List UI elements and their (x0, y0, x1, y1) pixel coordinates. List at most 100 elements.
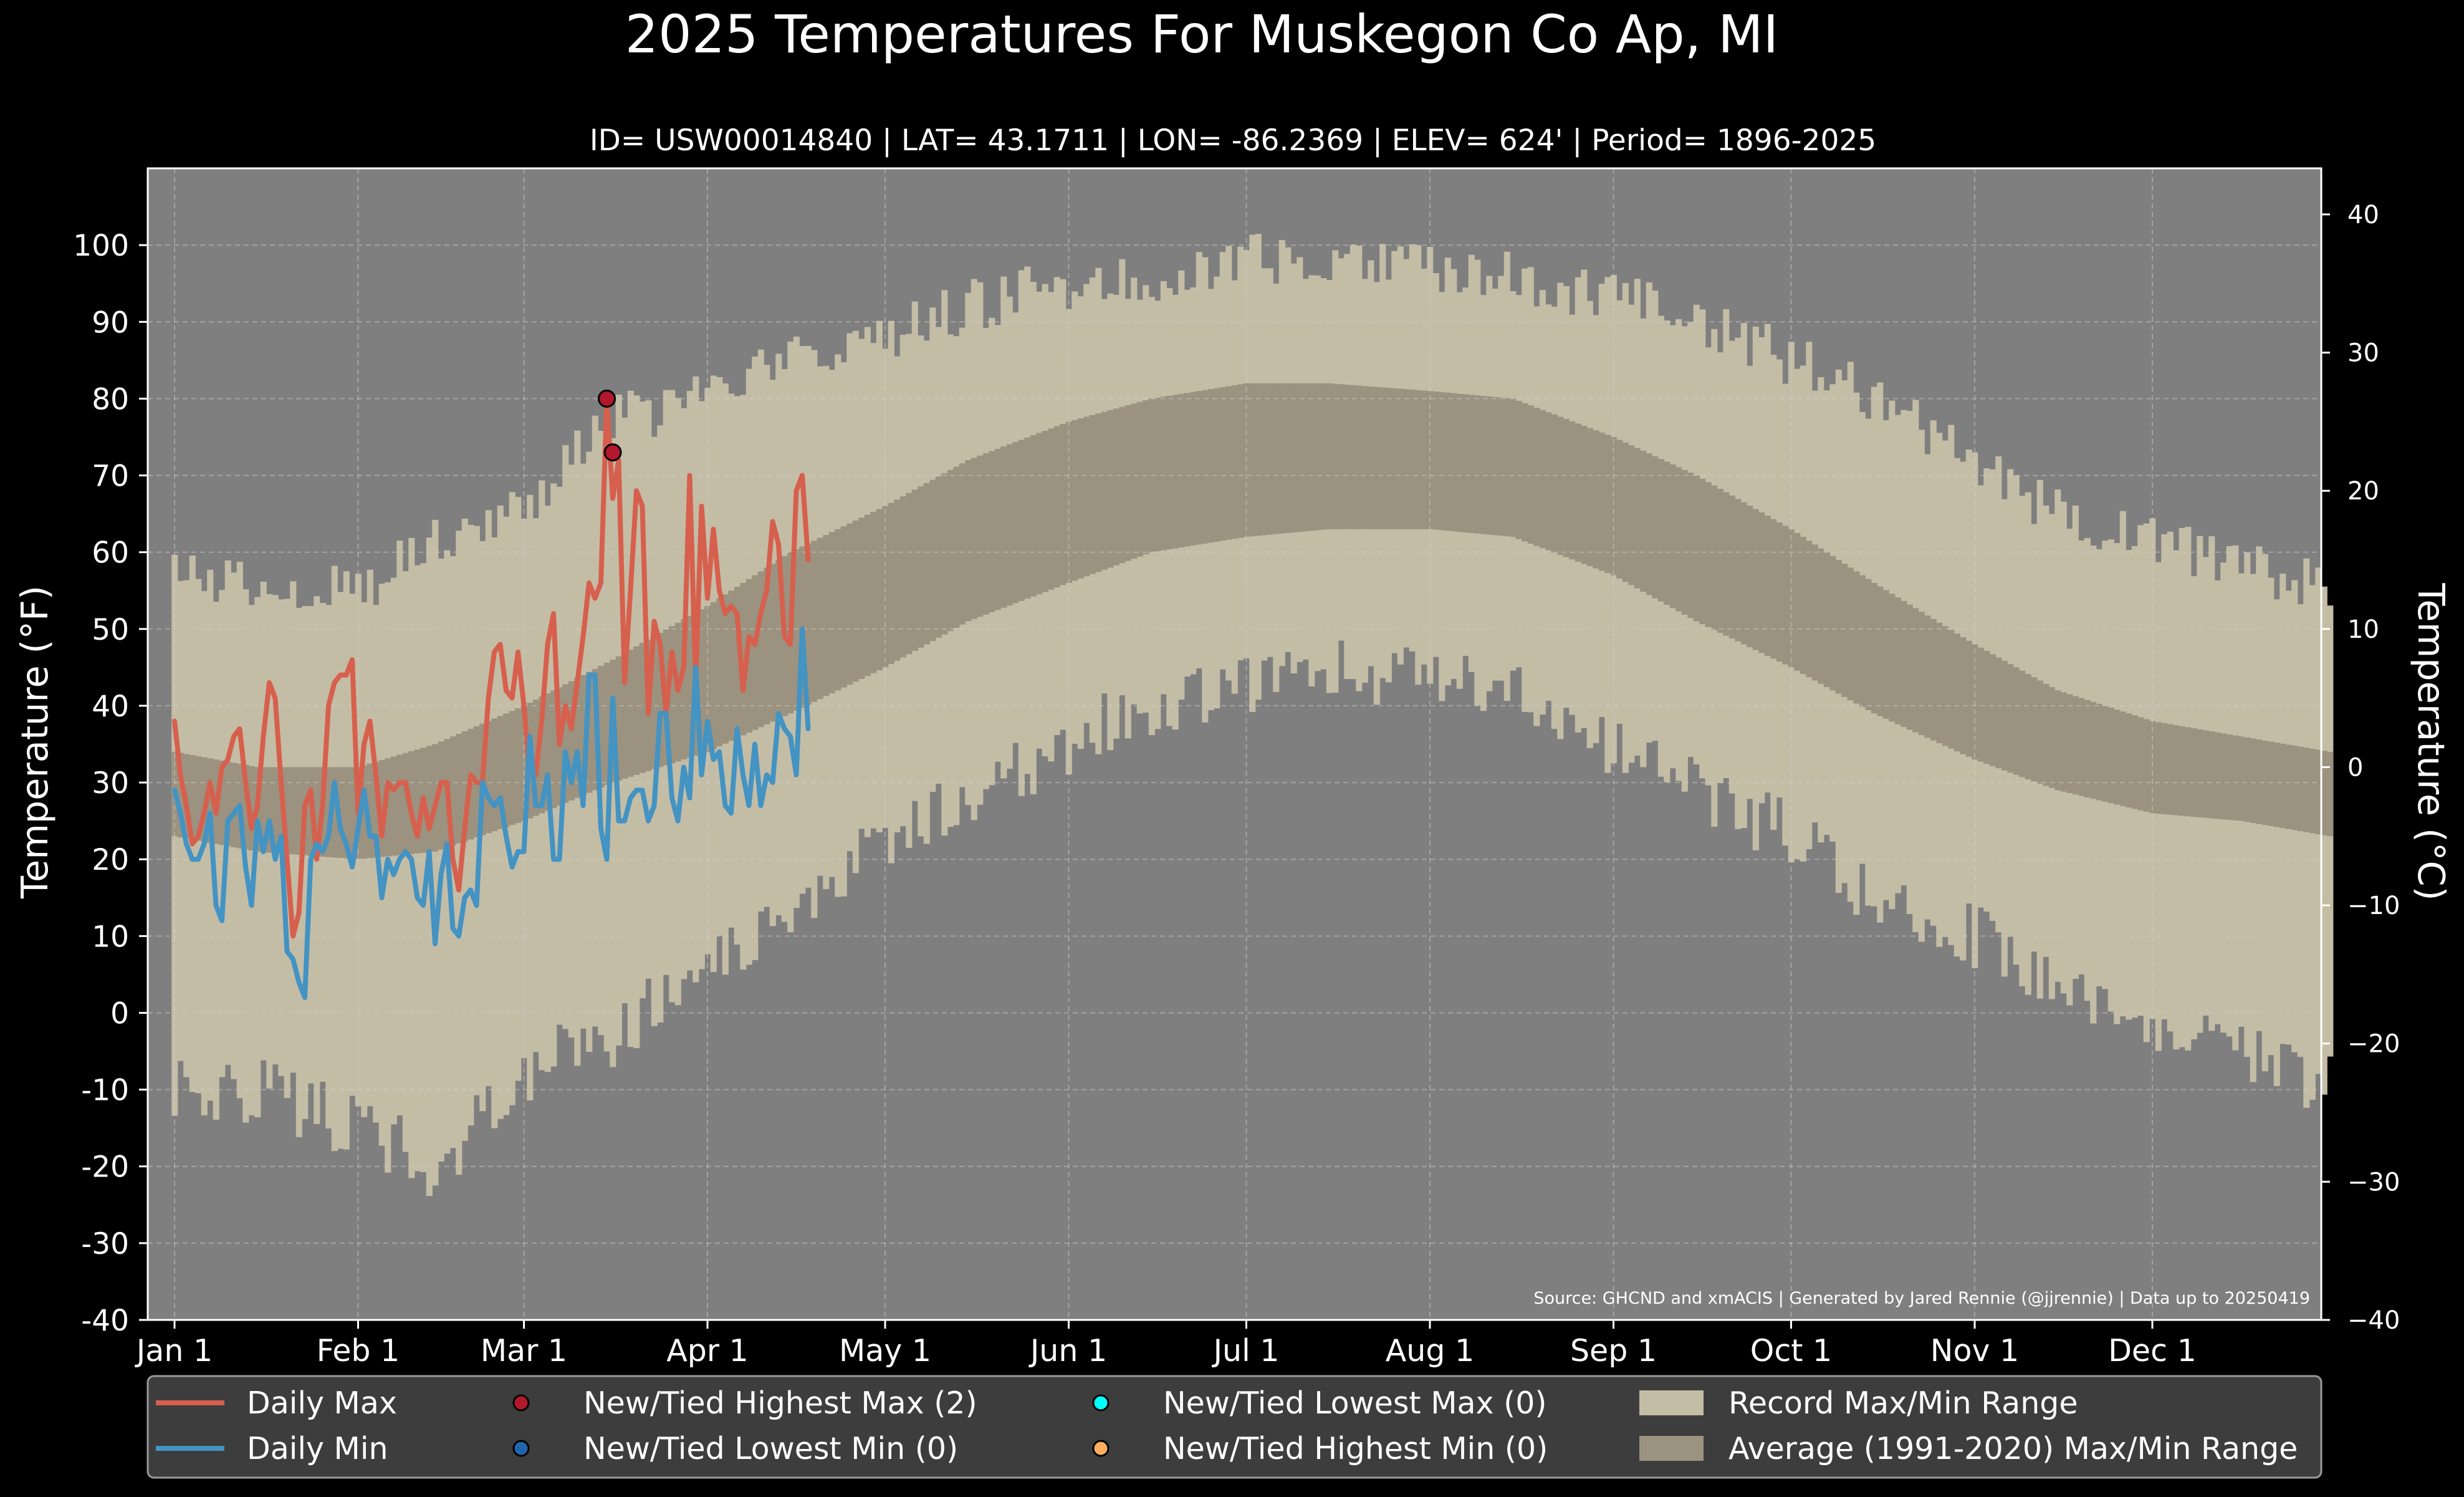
average-range-bar (1788, 529, 1795, 668)
average-range-bar (627, 649, 634, 777)
average-range-bar (1326, 383, 1333, 529)
x-axis-ticks: Jan 1 Feb 1 Mar 1 Apr 1 May 1 Jun 1 Jul 1 Aug 1… (135, 1320, 2197, 1369)
average-range-bar (2143, 719, 2150, 812)
x-tick-label: Sep 1 (1570, 1333, 1657, 1369)
average-range-bar (177, 753, 184, 838)
average-range-bar (2090, 701, 2097, 799)
average-range-bar (953, 466, 960, 628)
average-range-bar (2185, 727, 2192, 817)
average-range-bar (1148, 398, 1155, 552)
average-range-bar (1474, 395, 1481, 534)
average-range-bar (2007, 664, 2014, 773)
average-range-bar (769, 564, 776, 722)
average-range-bar (2119, 711, 2126, 806)
average-range-bar (911, 489, 918, 651)
average-range-bar (1196, 391, 1202, 545)
average-range-bar (1225, 386, 1232, 540)
average-range-bar (1829, 556, 1836, 691)
record-range-bar (491, 537, 498, 1129)
average-range-bar (520, 705, 527, 821)
average-range-bar (1853, 571, 1860, 704)
average-range-bar (1089, 415, 1096, 574)
record-range-bar (2303, 558, 2310, 1108)
average-range-bar (1752, 509, 1759, 650)
average-range-bar (2072, 696, 2079, 795)
average-range-bar (598, 665, 605, 788)
average-range-bar (959, 463, 966, 625)
average-range-bar (1403, 389, 1410, 529)
average-range-bar (2155, 722, 2162, 814)
average-range-bar (385, 758, 391, 857)
average-range-bar (1515, 401, 1522, 539)
average-range-bar (1747, 506, 1753, 648)
average-range-bar (1302, 383, 1309, 532)
average-range-bar (994, 448, 1001, 610)
average-range-bar (1705, 482, 1712, 627)
x-tick-label: Oct 1 (1750, 1333, 1832, 1369)
average-range-bar (515, 708, 522, 823)
y2-tick-label: −10 (2347, 892, 2400, 920)
average-range-bar (1936, 622, 1943, 744)
average-range-bar (2244, 737, 2251, 822)
average-range-bar (1053, 426, 1060, 588)
average-range-bar (2250, 738, 2256, 823)
average-range-bar (1462, 394, 1469, 533)
average-range-bar (1989, 654, 1996, 766)
average-range-bar (2309, 748, 2316, 834)
average-range-bar (906, 493, 913, 655)
average-range-bar (1124, 405, 1131, 561)
average-range-bar (1575, 423, 1581, 562)
average-range-bar (1622, 442, 1629, 582)
x-tick-label: Jul 1 (1212, 1333, 1280, 1369)
average-range-bar (1841, 564, 1848, 697)
average-range-bar (2285, 744, 2292, 829)
average-range-bar (1267, 383, 1273, 535)
average-range-bar (1699, 478, 1706, 625)
average-range-bar (864, 514, 871, 676)
average-range-bar (509, 711, 515, 826)
average-range-bar (1154, 397, 1161, 552)
average-range-bar (2107, 708, 2114, 804)
average-range-bar (497, 716, 504, 829)
average-range-bar (1818, 548, 1824, 684)
average-range-bar (1136, 402, 1143, 557)
average-range-bar (1409, 389, 1416, 529)
average-range-bar (491, 718, 498, 832)
average-range-bar (580, 675, 587, 796)
average-range-bar (1231, 385, 1238, 539)
y-tick-label: -20 (81, 1150, 129, 1185)
average-range-bar (835, 529, 841, 691)
record-range-bar (385, 582, 391, 1173)
legend-box (146, 1375, 2323, 1479)
average-range-bar (2043, 683, 2049, 786)
average-range-bar (686, 616, 693, 758)
average-range-bar (1143, 400, 1149, 555)
average-range-bar (2232, 735, 2239, 821)
average-range-bar (2179, 726, 2185, 816)
average-range-bar (1450, 393, 1457, 532)
average-range-bar (367, 763, 373, 859)
average-range-bar (1657, 459, 1664, 602)
record-range-bar (420, 563, 427, 1172)
average-range-bar (1498, 397, 1505, 536)
y2-tick-label: −40 (2347, 1306, 2400, 1335)
record-range-bar (201, 591, 208, 1115)
record-range-bar (343, 571, 350, 1150)
average-range-bar (1160, 397, 1167, 551)
record-range-bar (2273, 599, 2280, 1086)
average-range-bar (2256, 739, 2263, 824)
average-range-bar (704, 605, 711, 752)
average-range-bar (1184, 393, 1191, 547)
average-range-bar (876, 509, 883, 670)
average-range-bar (290, 767, 297, 855)
average-range-bar (1835, 559, 1842, 694)
average-range-bar (224, 761, 231, 847)
average-range-bar (1953, 633, 1960, 752)
average-range-bar (1510, 398, 1517, 537)
average-range-bar (402, 753, 409, 855)
record-range-bar (361, 602, 368, 1117)
average-range-bar (1006, 444, 1013, 606)
average-range-bar (272, 767, 279, 854)
average-range-bar (1628, 445, 1635, 585)
legend-patch-swatch (1639, 1436, 1704, 1461)
